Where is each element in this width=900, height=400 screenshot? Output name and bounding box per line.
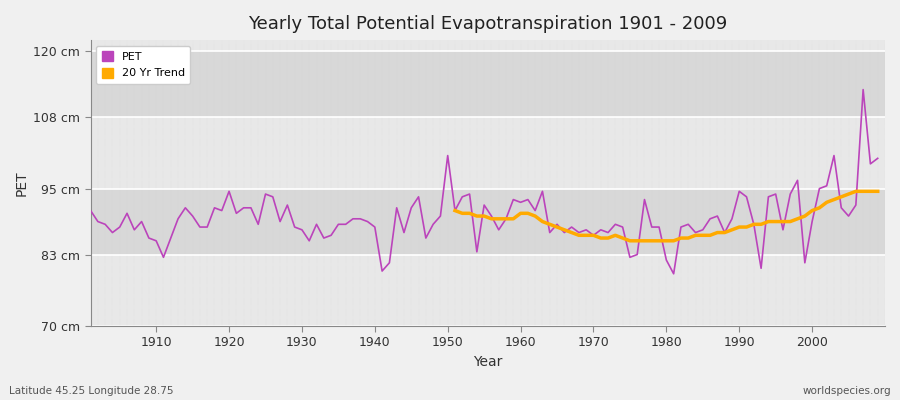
- X-axis label: Year: Year: [473, 355, 502, 369]
- PET: [668, 271, 679, 276]
- PET: [304, 238, 315, 243]
- PET: [603, 230, 614, 235]
- Line: 20 Yr Trend: 20 Yr Trend: [455, 191, 878, 241]
- Bar: [91, 117, 885, 188]
- Bar: [91, 51, 885, 117]
- Bar: [91, 188, 885, 254]
- 20 Yr Trend: [676, 236, 687, 240]
- 20 Yr Trend: [850, 189, 861, 194]
- PET: [872, 156, 883, 161]
- PET: [347, 216, 358, 221]
- Text: Latitude 45.25 Longitude 28.75: Latitude 45.25 Longitude 28.75: [9, 386, 174, 396]
- 20 Yr Trend: [515, 211, 526, 216]
- Y-axis label: PET: PET: [15, 170, 29, 196]
- 20 Yr Trend: [450, 208, 461, 213]
- Bar: [91, 254, 885, 326]
- Bar: [91, 40, 885, 51]
- Line: PET: PET: [91, 90, 878, 274]
- 20 Yr Trend: [872, 189, 883, 194]
- Text: worldspecies.org: worldspecies.org: [803, 386, 891, 396]
- PET: [515, 200, 526, 205]
- PET: [508, 197, 518, 202]
- 20 Yr Trend: [763, 219, 774, 224]
- PET: [143, 236, 154, 240]
- PET: [858, 87, 868, 92]
- 20 Yr Trend: [559, 228, 570, 232]
- Title: Yearly Total Potential Evapotranspiration 1901 - 2009: Yearly Total Potential Evapotranspiratio…: [248, 15, 727, 33]
- 20 Yr Trend: [493, 216, 504, 221]
- PET: [86, 208, 96, 213]
- Legend: PET, 20 Yr Trend: PET, 20 Yr Trend: [96, 46, 191, 84]
- 20 Yr Trend: [464, 211, 475, 216]
- 20 Yr Trend: [625, 238, 635, 243]
